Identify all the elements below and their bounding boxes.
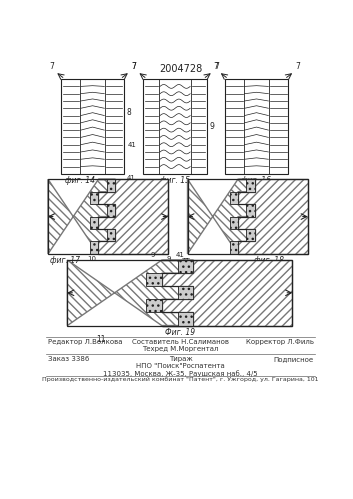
Text: фиг. 15: фиг. 15 (160, 176, 190, 185)
Polygon shape (98, 179, 168, 254)
Text: Производственно-издательский комбинат "Патент", г. Ужгород, ул. Гагарина, 101: Производственно-издательский комбинат "П… (42, 377, 319, 382)
Text: 11: 11 (96, 335, 106, 344)
Bar (143, 79, 207, 174)
Text: 41: 41 (126, 175, 135, 181)
Text: 7: 7 (295, 62, 300, 71)
Polygon shape (90, 179, 115, 254)
Text: фиг. 14: фиг. 14 (65, 176, 95, 185)
Text: Подписное: Подписное (274, 356, 314, 362)
Text: 2004728: 2004728 (159, 64, 202, 74)
Polygon shape (48, 179, 115, 254)
Text: 7: 7 (131, 62, 136, 71)
Polygon shape (146, 260, 193, 325)
Text: фиг. 18: фиг. 18 (253, 256, 283, 265)
Text: 7: 7 (213, 62, 218, 71)
Text: 7: 7 (214, 62, 219, 71)
Bar (225, 79, 288, 174)
Text: 7: 7 (49, 62, 54, 71)
Text: 7: 7 (131, 62, 136, 71)
Text: фиг. 17: фиг. 17 (50, 256, 80, 265)
Text: Корректор Л.Филь: Корректор Л.Филь (246, 339, 314, 345)
Polygon shape (229, 179, 255, 254)
Text: Фиг. 19: Фиг. 19 (165, 328, 195, 337)
Polygon shape (162, 260, 292, 325)
Text: Заказ 3386: Заказ 3386 (48, 356, 89, 362)
Text: фиг. 16: фиг. 16 (241, 176, 271, 185)
Polygon shape (238, 179, 307, 254)
Text: Составитель Н.Салиманов
Техред М.Моргентал: Составитель Н.Салиманов Техред М.Моргент… (132, 339, 229, 352)
Text: 9: 9 (166, 256, 171, 262)
Text: 10: 10 (87, 256, 96, 262)
Text: Редактор Л.Волкова: Редактор Л.Волкова (48, 339, 122, 345)
Text: 41: 41 (128, 142, 137, 148)
Text: 9: 9 (209, 122, 214, 131)
Text: 8: 8 (126, 108, 131, 117)
Text: 9: 9 (150, 252, 155, 258)
Bar (67, 260, 292, 325)
Polygon shape (187, 179, 255, 254)
Bar (61, 79, 124, 174)
Text: 41: 41 (182, 258, 191, 264)
Bar (187, 179, 307, 254)
Bar (48, 179, 168, 254)
Polygon shape (67, 260, 193, 325)
Text: Тираж
НПО "Поиск"Роспатента
113035, Москва, Ж-35, Раушская наб., 4/5: Тираж НПО "Поиск"Роспатента 113035, Моск… (103, 356, 258, 377)
Text: 41: 41 (175, 252, 184, 258)
